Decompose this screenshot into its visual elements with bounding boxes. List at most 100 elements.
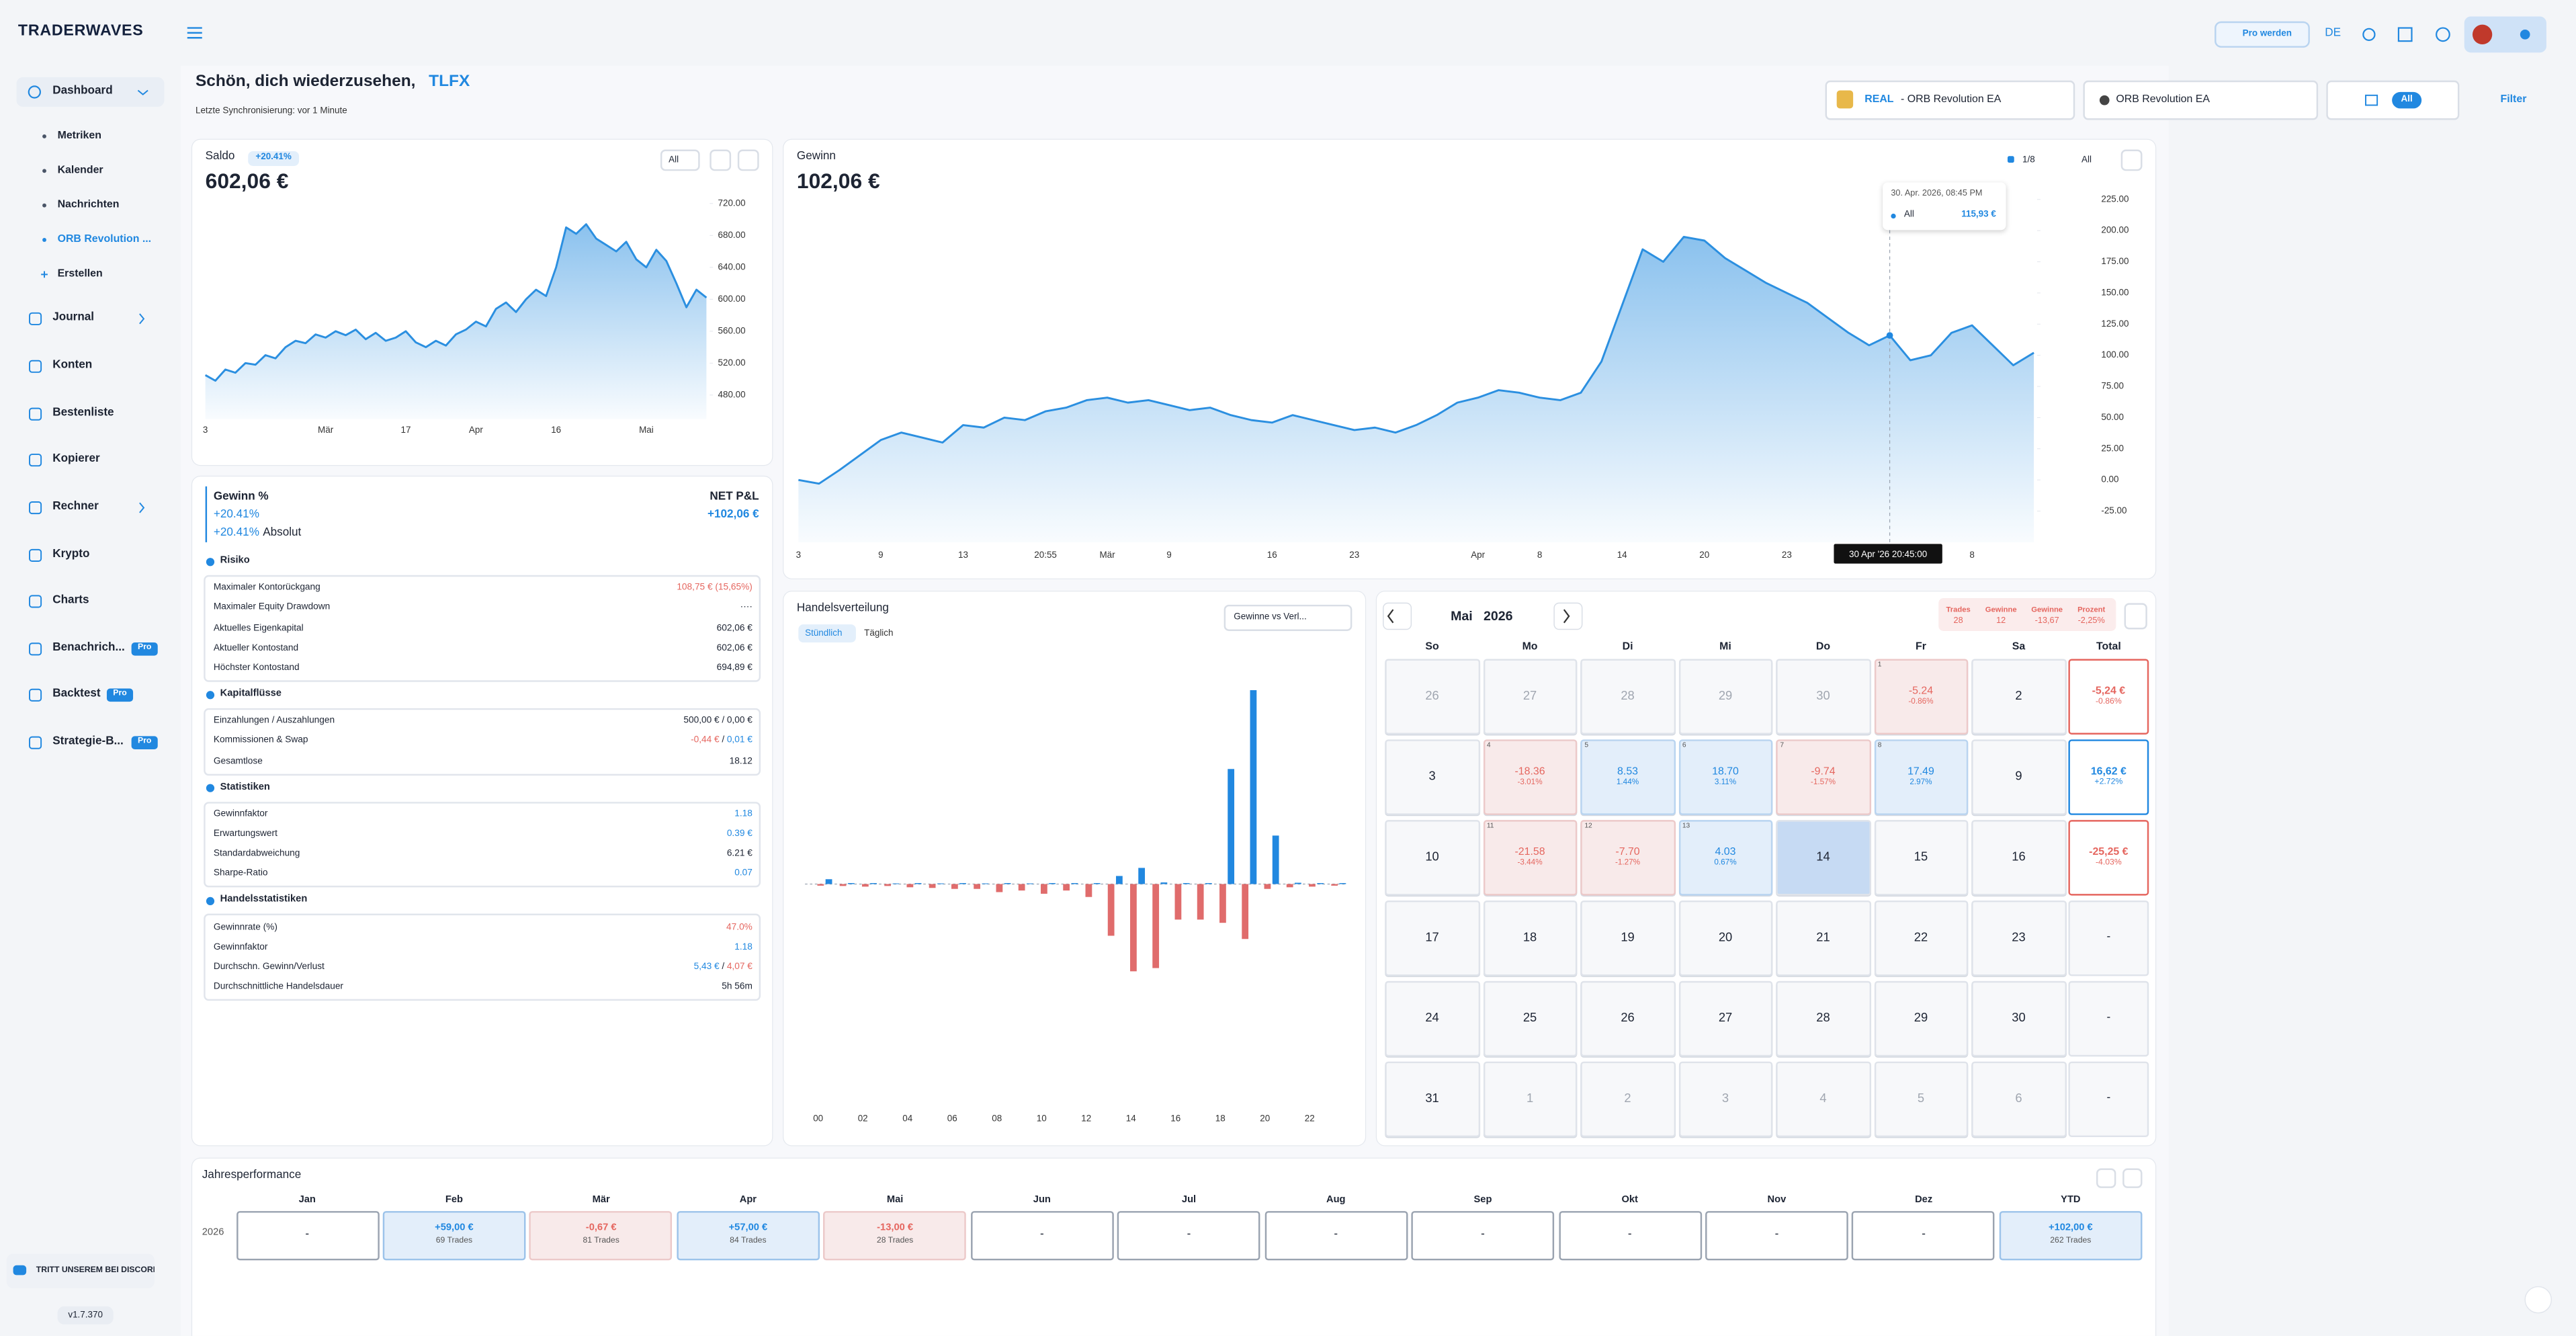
team-icon[interactable] — [2520, 30, 2530, 40]
calendar-day[interactable] — [1776, 820, 1871, 896]
calendar-day[interactable] — [1580, 659, 1675, 735]
calendar-day[interactable] — [1678, 980, 1773, 1057]
month-cell[interactable] — [235, 1211, 379, 1261]
calendar-day[interactable] — [1776, 980, 1871, 1057]
calendar-day[interactable] — [1678, 900, 1773, 976]
month-cell[interactable] — [1117, 1211, 1260, 1261]
tab[interactable]: Täglich — [864, 628, 894, 638]
month-cell[interactable] — [823, 1211, 967, 1261]
metric-label[interactable]: Gewinne vs Verl... — [1234, 612, 1307, 623]
nav-item[interactable]: Bestenliste — [52, 407, 114, 419]
calendar-day[interactable] — [1678, 820, 1773, 896]
discord-banner[interactable]: TRITT UNSEREM BEI DISCORD — [6, 1253, 155, 1288]
nav-item[interactable]: Konten — [52, 360, 93, 372]
calendar-day[interactable] — [1580, 739, 1675, 815]
period-pill[interactable] — [2392, 91, 2422, 109]
calendar-day[interactable] — [1482, 820, 1578, 896]
calendar-day[interactable] — [1482, 980, 1578, 1057]
avatar[interactable] — [2472, 24, 2493, 45]
language[interactable]: DE — [2325, 28, 2342, 40]
sub-nav-item[interactable]: ORB Revolution ... — [57, 233, 152, 245]
month-cell[interactable] — [529, 1211, 673, 1261]
calendar-day[interactable] — [1971, 900, 2066, 976]
sub-nav-item[interactable]: Erstellen — [57, 268, 103, 280]
nav-item[interactable]: Krypto — [52, 548, 90, 560]
calendar-day[interactable] — [1678, 659, 1773, 735]
nav-item[interactable]: Backtest — [52, 688, 101, 700]
month-cell[interactable] — [1852, 1211, 1995, 1261]
calendar-day[interactable] — [1385, 900, 1479, 976]
calendar-day[interactable] — [1580, 1061, 1675, 1138]
range-label[interactable]: All — [2081, 155, 2092, 165]
next-month[interactable] — [1563, 609, 1570, 624]
nav-item[interactable]: Rechner — [52, 501, 99, 513]
expand-button[interactable] — [737, 149, 759, 171]
range-select[interactable] — [660, 149, 700, 171]
calendar-day[interactable] — [1873, 659, 1969, 735]
nav-item[interactable]: Journal — [52, 312, 95, 324]
calendar-day[interactable] — [1580, 900, 1675, 976]
expand-button[interactable] — [2120, 149, 2143, 171]
calendar-day[interactable] — [1678, 739, 1773, 815]
calendar-day[interactable] — [1385, 820, 1479, 896]
theme-icon[interactable] — [2436, 27, 2450, 42]
pro-button[interactable] — [2215, 21, 2310, 48]
nav-item[interactable]: Charts — [52, 595, 89, 607]
nav-item[interactable]: Benachrich... — [52, 642, 125, 655]
calendar-day[interactable] — [1873, 1061, 1969, 1138]
month-cell[interactable] — [1411, 1211, 1555, 1261]
chevron-right[interactable] — [139, 313, 145, 325]
calendar-day[interactable] — [1873, 900, 1969, 976]
calendar-day[interactable] — [1776, 900, 1871, 976]
calendar-day[interactable] — [1971, 1061, 2066, 1138]
month-cell[interactable] — [1264, 1211, 1408, 1261]
bell-icon[interactable] — [2362, 28, 2376, 42]
calendar-day[interactable] — [1385, 1061, 1479, 1138]
menu-button[interactable] — [710, 149, 732, 171]
logo[interactable]: TRADERWAVES — [17, 22, 144, 41]
calendar-day[interactable] — [1385, 659, 1479, 735]
currency-button[interactable] — [2096, 1168, 2116, 1188]
chevron-down[interactable] — [137, 89, 148, 95]
calendar-day[interactable] — [1776, 659, 1871, 735]
calendar-day[interactable] — [1776, 739, 1871, 815]
calendar-day[interactable] — [1482, 1061, 1578, 1138]
calendar-day[interactable] — [1971, 739, 2066, 815]
calendar-day[interactable] — [1776, 1061, 1871, 1138]
prev-month[interactable] — [1387, 609, 1394, 624]
account-select[interactable] — [1825, 80, 2075, 120]
info-button[interactable] — [2122, 1168, 2143, 1188]
calendar-day[interactable] — [1873, 739, 1969, 815]
nav-item[interactable]: Strategie-B... — [52, 736, 124, 748]
sub-nav-item[interactable]: Kalender — [57, 165, 103, 177]
month-cell[interactable] — [677, 1211, 820, 1261]
account-name[interactable]: - ORB Revolution EA — [1901, 94, 2002, 106]
calendar-day[interactable] — [1971, 980, 2066, 1057]
period-label[interactable]: All — [2401, 95, 2413, 106]
calendar-menu[interactable] — [2124, 603, 2147, 630]
calendar-day[interactable] — [1385, 980, 1479, 1057]
account-type[interactable]: REAL — [1864, 94, 1894, 106]
range-label[interactable]: All — [669, 155, 679, 165]
month-cell[interactable] — [382, 1211, 526, 1261]
fullscreen-icon[interactable] — [2397, 27, 2413, 42]
calendar-day[interactable] — [1482, 659, 1578, 735]
calendar-day[interactable] — [1580, 980, 1675, 1057]
strategy-name[interactable]: ORB Revolution EA — [2116, 94, 2210, 106]
collapse-button[interactable] — [2524, 1286, 2552, 1314]
month-cell[interactable] — [1999, 1211, 2143, 1261]
calendar-day[interactable] — [1678, 1061, 1773, 1138]
calendar-day[interactable] — [1971, 820, 2066, 896]
calendar-icon[interactable] — [2365, 94, 2378, 106]
sub-nav-item[interactable]: Metriken — [57, 130, 101, 142]
pager-label[interactable]: 1/8 — [2022, 155, 2035, 165]
nav-item[interactable]: Kopierer — [52, 453, 100, 465]
prev-month-box[interactable] — [1383, 602, 1412, 630]
calendar-day[interactable] — [1482, 739, 1578, 815]
strategy-select[interactable] — [2083, 80, 2319, 120]
dashboard-link[interactable]: Dashboard — [52, 85, 113, 97]
chevron-right[interactable] — [139, 502, 145, 513]
calendar-day[interactable] — [1482, 900, 1578, 976]
menu-icon[interactable] — [187, 27, 202, 39]
calendar-day[interactable] — [1971, 659, 2066, 735]
